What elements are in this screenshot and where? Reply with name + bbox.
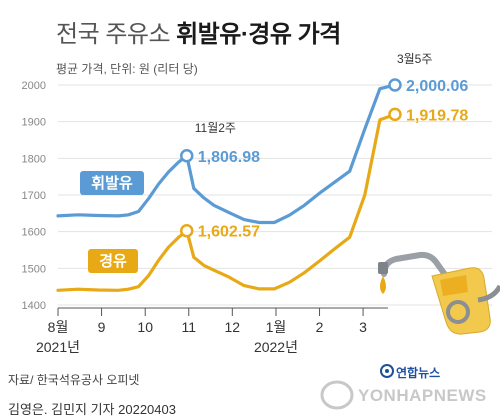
annotation-value: 1,806.98 [198,149,260,166]
author-credit: 김영은. 김민지 기자 20220403 [8,402,176,417]
fuel-nozzle-icon [378,251,500,335]
series-line-gasoline [56,83,397,225]
y-tick-label: 1600 [22,227,46,239]
x-tick-label: 9 [98,319,106,335]
yonhap-logo: 연합뉴스 YONHAPNEWS [318,364,494,414]
annotation-value: 2,000.06 [406,78,468,95]
series-label-box [88,249,138,273]
y-tick-label: 1800 [22,153,46,165]
chart-title: 전국 주유소 휘발유·경유 가격 [56,14,341,49]
logo-circle-icon [320,380,354,410]
annotation-label: 3월5주 [397,52,432,66]
y-tick-label: 1700 [22,190,46,202]
series-label: 휘발유 [91,175,133,192]
series-line-diesel [56,112,397,292]
highlight-point [388,78,402,92]
series-label: 경유 [99,252,127,270]
annotation-value: 1,602.57 [198,224,260,241]
y-tick-label: 2000 [22,80,46,92]
annotation-value: 1,919.78 [406,107,468,124]
chart-subtitle: 평균 가격, 단위: 원 (리터 당) [56,62,198,76]
series-label-box [80,171,144,195]
year-label: 2021년 [36,339,80,355]
x-tick-label: 1월 [266,319,287,335]
highlight-point [388,107,402,122]
x-tick-label: 3 [359,319,367,335]
lines-layer [56,83,397,292]
logo-english: YONHAPNEWS [358,386,487,405]
grid-layer [57,84,492,316]
x-tick-label: 10 [137,319,153,335]
x-tick-label: 11 [181,319,196,335]
yonhap-mark-icon [380,364,394,378]
y-tick-label: 1900 [22,117,46,129]
year-label: 2022년 [254,339,298,355]
highlight-point [180,223,194,238]
source-credit: 자료/ 한국석유공사 오피넷 [8,373,140,387]
y-tick-label: 1500 [22,263,46,275]
y-tick-label: 1400 [22,300,46,312]
x-tick-label: 2 [316,319,324,335]
annotation-label: 11월2주 [195,121,236,135]
title-light: 전국 주유소 [56,21,171,48]
x-tick-label: 12 [225,319,241,335]
x-tick-label: 8월 [48,319,69,335]
labels-layer: 1400 1500 1600 1700 1800 1900 2000 8월 9 10 11 12 1월 2… [22,52,469,355]
logo-korean: 연합뉴스 [396,366,441,380]
title-bold: 휘발유·경유 가격 [176,21,341,48]
highlight-point [180,149,194,163]
